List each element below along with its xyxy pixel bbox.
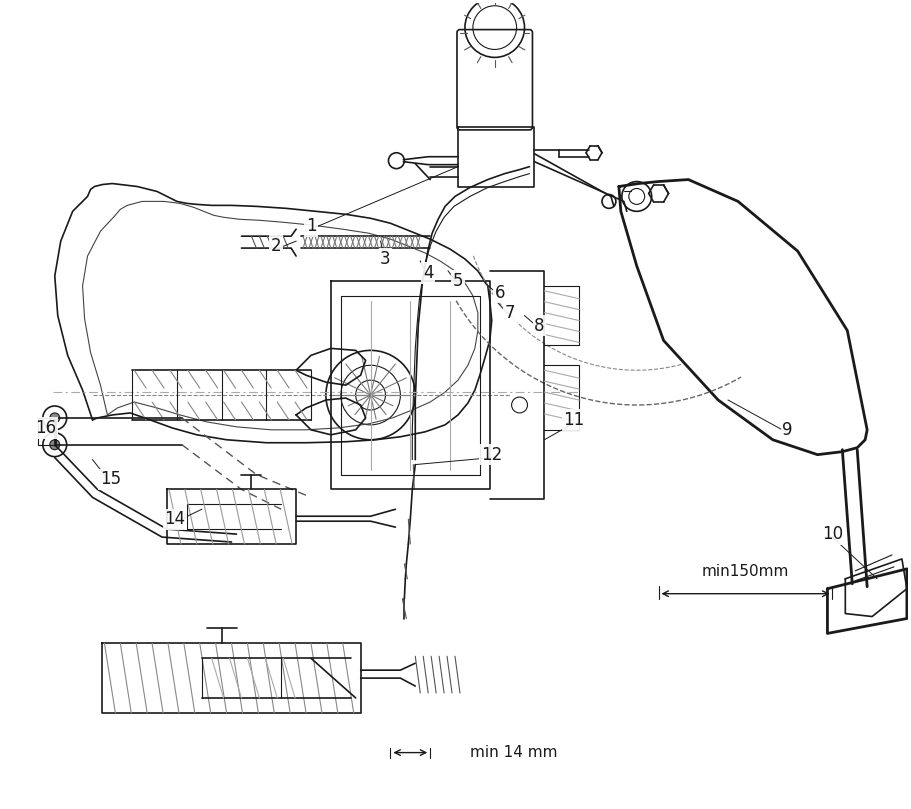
- Text: 4: 4: [423, 264, 434, 282]
- Text: min 14 mm: min 14 mm: [470, 745, 558, 760]
- Circle shape: [50, 413, 60, 423]
- Text: 6: 6: [495, 284, 505, 302]
- Text: 9: 9: [783, 421, 793, 438]
- Text: 7: 7: [505, 303, 515, 322]
- Text: 3: 3: [380, 250, 391, 268]
- Text: 12: 12: [481, 446, 502, 464]
- Text: 5: 5: [453, 272, 463, 290]
- Text: 1: 1: [306, 218, 316, 235]
- Text: 15: 15: [100, 471, 121, 489]
- Circle shape: [50, 440, 60, 450]
- Text: 2: 2: [271, 237, 281, 255]
- Text: 16: 16: [36, 419, 56, 437]
- Text: 11: 11: [564, 411, 585, 429]
- Text: min150mm: min150mm: [701, 564, 789, 578]
- Text: 10: 10: [822, 525, 843, 543]
- Text: 8: 8: [534, 316, 545, 335]
- Text: 14: 14: [164, 510, 186, 528]
